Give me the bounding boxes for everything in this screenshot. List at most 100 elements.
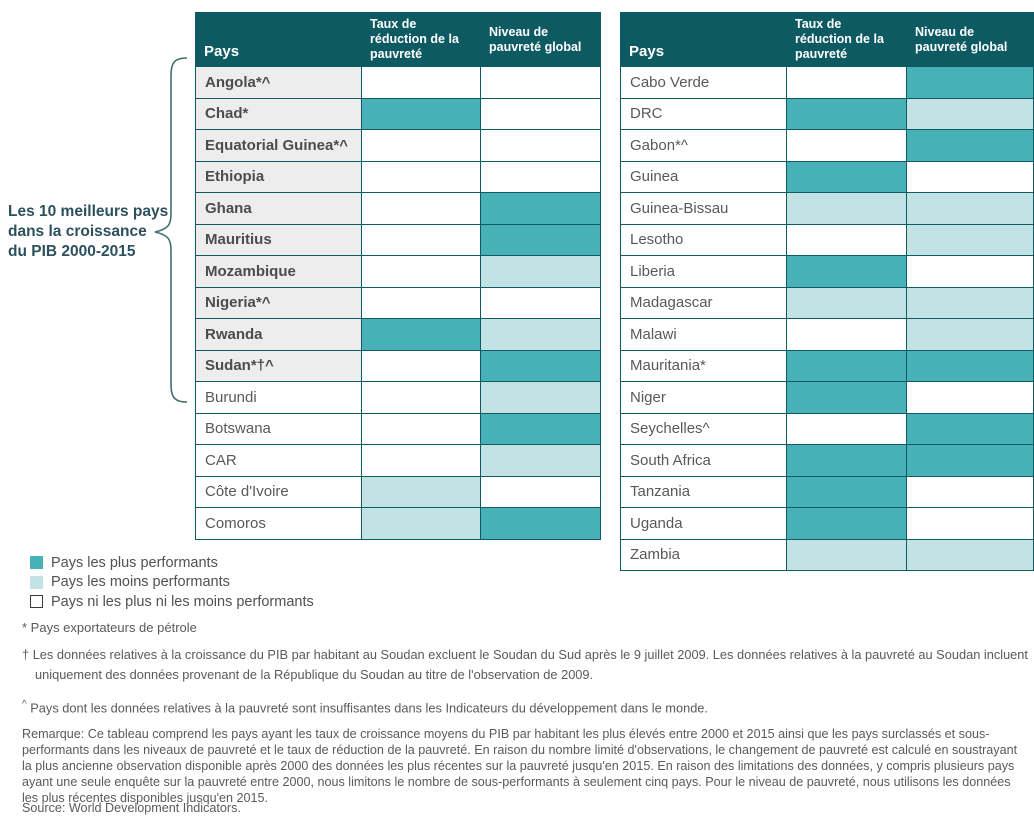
legend: Pays les plus performants Pays les moins… bbox=[30, 553, 314, 612]
top10-annotation-line: Les 10 meilleurs pays bbox=[8, 203, 169, 220]
poverty-level-cell bbox=[480, 349, 601, 382]
table-row: Sudan*†^ bbox=[195, 349, 601, 382]
country-cell: Angola*^ bbox=[195, 66, 362, 99]
table-row: Gabon*^ bbox=[620, 129, 1034, 162]
country-cell: Mozambique bbox=[195, 255, 362, 288]
country-cell: Nigeria*^ bbox=[195, 286, 362, 319]
poverty-level-cell bbox=[480, 318, 601, 351]
poverty-reduction-cell bbox=[786, 318, 907, 351]
country-cell: Ethiopia bbox=[195, 160, 362, 193]
table-row: Malawi bbox=[620, 318, 1034, 351]
poverty-level-cell bbox=[906, 160, 1034, 193]
legend-label: Pays les moins performants bbox=[51, 574, 230, 591]
legend-swatch-best bbox=[30, 556, 43, 570]
poverty-reduction-cell bbox=[361, 255, 481, 288]
footnote-remark: Remarque: Ce tableau comprend les pays a… bbox=[22, 727, 1018, 805]
poverty-level-cell bbox=[480, 475, 601, 508]
poverty-reduction-cell bbox=[786, 507, 907, 540]
table-row: Lesotho bbox=[620, 223, 1034, 256]
poverty-reduction-cell bbox=[361, 475, 481, 508]
poverty-reduction-cell bbox=[361, 381, 481, 414]
country-cell: Chad* bbox=[195, 97, 362, 130]
poverty-reduction-cell bbox=[786, 160, 907, 193]
table-row: Nigeria*^ bbox=[195, 286, 601, 319]
poverty-level-cell bbox=[480, 129, 601, 162]
poverty-reduction-cell bbox=[361, 192, 481, 225]
country-cell: Uganda bbox=[620, 507, 787, 540]
poverty-level-cell bbox=[480, 381, 601, 414]
legend-swatch-neutral bbox=[30, 595, 43, 609]
legend-item-worst: Pays les moins performants bbox=[30, 573, 314, 593]
country-cell: Rwanda bbox=[195, 318, 362, 351]
column-header: Taux de réduction de la pauvreté bbox=[786, 12, 907, 67]
poverty-reduction-cell bbox=[786, 444, 907, 477]
caret-marker: ^ bbox=[22, 699, 27, 710]
country-cell: CAR bbox=[195, 444, 362, 477]
country-cell: Sudan*†^ bbox=[195, 349, 362, 382]
country-cell: Botswana bbox=[195, 412, 362, 445]
footnote-sudan: † Les données relatives à la croissance … bbox=[22, 645, 1033, 684]
poverty-level-cell bbox=[906, 286, 1034, 319]
column-header: Taux de réduction de la pauvreté bbox=[361, 12, 481, 67]
country-cell: Ghana bbox=[195, 192, 362, 225]
column-header: Niveau de pauvreté global bbox=[906, 12, 1034, 67]
poverty-level-cell bbox=[906, 444, 1034, 477]
poverty-level-cell bbox=[480, 160, 601, 193]
poverty-reduction-cell bbox=[786, 66, 907, 99]
country-cell: Burundi bbox=[195, 381, 362, 414]
poverty-level-cell bbox=[906, 223, 1034, 256]
poverty-reduction-cell bbox=[786, 129, 907, 162]
table-row: Ghana bbox=[195, 192, 601, 225]
poverty-reduction-cell bbox=[786, 255, 907, 288]
table-row: Mauritania* bbox=[620, 349, 1034, 382]
table-row: Chad* bbox=[195, 97, 601, 130]
poverty-reduction-cell bbox=[361, 97, 481, 130]
country-cell: Mauritius bbox=[195, 223, 362, 256]
table-row: Burundi bbox=[195, 381, 601, 414]
top10-annotation-line: du PIB 2000-2015 bbox=[8, 243, 136, 260]
poverty-level-cell bbox=[906, 475, 1034, 508]
poverty-reduction-cell bbox=[361, 318, 481, 351]
table-row: Rwanda bbox=[195, 318, 601, 351]
country-cell: Comoros bbox=[195, 507, 362, 540]
poverty-reduction-cell bbox=[361, 444, 481, 477]
column-header: Pays bbox=[620, 12, 787, 67]
table-row: Equatorial Guinea*^ bbox=[195, 129, 601, 162]
table-row: Uganda bbox=[620, 507, 1034, 540]
legend-label: Pays ni les plus ni les moins performant… bbox=[51, 593, 314, 610]
country-cell: Equatorial Guinea*^ bbox=[195, 129, 362, 162]
poverty-reduction-cell bbox=[786, 538, 907, 571]
table-row: Cabo Verde bbox=[620, 66, 1034, 99]
table-row: DRC bbox=[620, 97, 1034, 130]
poverty-level-cell bbox=[906, 381, 1034, 414]
country-cell: Liberia bbox=[620, 255, 787, 288]
table-row: Niger bbox=[620, 381, 1034, 414]
poverty-reduction-cell bbox=[786, 192, 907, 225]
table-row: Ethiopia bbox=[195, 160, 601, 193]
poverty-reduction-cell bbox=[786, 381, 907, 414]
table-row: Botswana bbox=[195, 412, 601, 445]
poverty-reduction-cell bbox=[361, 129, 481, 162]
footnote-sudan-text: Les données relatives à la croissance du… bbox=[32, 647, 1028, 682]
country-cell: Guinea bbox=[620, 160, 787, 193]
country-cell: Guinea-Bissau bbox=[620, 192, 787, 225]
poverty-level-cell bbox=[480, 255, 601, 288]
footnote-source: Source: World Development Indicators. bbox=[22, 801, 241, 815]
poverty-reduction-cell bbox=[361, 412, 481, 445]
country-cell: Madagascar bbox=[620, 286, 787, 319]
country-cell: Mauritania* bbox=[620, 349, 787, 382]
poverty-level-cell bbox=[906, 412, 1034, 445]
poverty-reduction-cell bbox=[361, 223, 481, 256]
top10-annotation-line: dans la croissance bbox=[8, 223, 147, 240]
poverty-reduction-cell bbox=[361, 66, 481, 99]
poverty-level-cell bbox=[480, 286, 601, 319]
poverty-reduction-cell bbox=[786, 349, 907, 382]
footnote-oil-exporters: * Pays exportateurs de pétrole bbox=[22, 620, 197, 635]
poverty-level-cell bbox=[480, 444, 601, 477]
performance-table-left: Pays Taux de réduction de la pauvreté Nive… bbox=[195, 12, 601, 540]
country-cell: Malawi bbox=[620, 318, 787, 351]
legend-item-best: Pays les plus performants bbox=[30, 553, 314, 573]
poverty-level-cell bbox=[906, 349, 1034, 382]
table-row: South Africa bbox=[620, 444, 1034, 477]
